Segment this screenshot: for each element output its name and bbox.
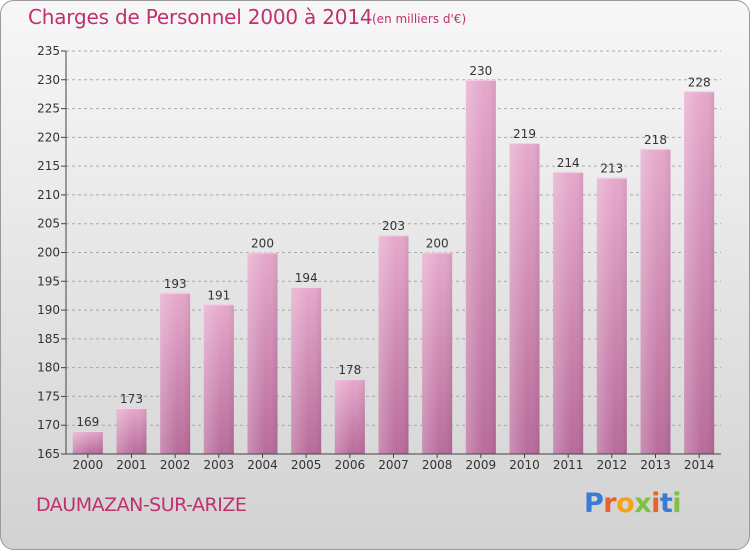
bar-highlight <box>640 148 671 454</box>
bar-highlight <box>378 235 409 454</box>
data-label: 228 <box>688 75 711 89</box>
bar-highlight <box>334 379 365 454</box>
y-tick-label: 165 <box>37 447 60 461</box>
x-tick-label: 2009 <box>466 458 497 472</box>
y-tick-label: 210 <box>37 188 60 202</box>
data-label: 214 <box>557 156 580 170</box>
y-tick-label: 180 <box>37 361 60 375</box>
bar-highlight <box>422 252 453 454</box>
logo-letter: x <box>634 488 652 519</box>
data-label: 230 <box>469 64 492 78</box>
logo-letter: t <box>659 488 673 519</box>
y-tick-label: 170 <box>37 418 60 432</box>
bar-highlight <box>465 79 496 455</box>
commune-name: DAUMAZAN-SUR-ARIZE <box>36 494 247 516</box>
logo-letter: i <box>651 488 660 519</box>
chart-subtitle: (en milliers d'€) <box>372 12 467 26</box>
logo-letter: o <box>616 488 635 519</box>
y-tick-label: 220 <box>37 130 60 144</box>
logo-letter: P <box>584 488 604 519</box>
data-label: 169 <box>76 415 99 429</box>
y-tick-label: 200 <box>37 246 60 260</box>
data-label: 191 <box>207 288 230 302</box>
data-label: 213 <box>600 162 623 176</box>
y-tick-label: 215 <box>37 159 60 173</box>
data-label: 193 <box>164 277 187 291</box>
data-label: 178 <box>338 363 361 377</box>
y-tick-label: 235 <box>37 44 60 58</box>
x-tick-label: 2006 <box>335 458 366 472</box>
x-tick-label: 2010 <box>509 458 540 472</box>
y-tick-label: 195 <box>37 274 60 288</box>
data-label: 200 <box>426 237 449 251</box>
data-label: 218 <box>644 133 667 147</box>
bar-highlight <box>160 292 191 454</box>
proxiti-logo: Proxiti <box>584 488 682 519</box>
data-label: 173 <box>120 392 143 406</box>
bar-highlight <box>553 171 584 454</box>
x-tick-label: 2002 <box>160 458 191 472</box>
data-label: 194 <box>295 271 318 285</box>
bar-highlight <box>116 407 147 454</box>
logo-letter: i <box>672 488 682 519</box>
y-tick-label: 225 <box>37 102 60 116</box>
y-tick-label: 230 <box>37 73 60 87</box>
bar-highlight <box>596 177 627 454</box>
x-tick-label: 2013 <box>640 458 671 472</box>
y-tick-label: 175 <box>37 389 60 403</box>
bar-highlight <box>509 143 540 454</box>
x-tick-label: 2007 <box>378 458 409 472</box>
bar-highlight <box>247 252 278 454</box>
y-tick-label: 205 <box>37 217 60 231</box>
data-label: 203 <box>382 219 405 233</box>
y-tick-label: 190 <box>37 303 60 317</box>
x-tick-label: 2000 <box>73 458 104 472</box>
bar-highlight <box>203 304 234 454</box>
x-tick-label: 2014 <box>684 458 715 472</box>
logo-letter: r <box>603 488 617 519</box>
x-tick-label: 2012 <box>597 458 628 472</box>
y-tick-label: 185 <box>37 332 60 346</box>
chart-title: Charges de Personnel 2000 à 2014 <box>28 5 373 29</box>
x-tick-label: 2003 <box>204 458 235 472</box>
x-tick-label: 2011 <box>553 458 584 472</box>
data-label: 219 <box>513 127 536 141</box>
x-tick-label: 2001 <box>116 458 147 472</box>
x-tick-label: 2005 <box>291 458 322 472</box>
data-label: 200 <box>251 237 274 251</box>
bar-highlight <box>291 287 322 454</box>
bar-highlight <box>72 430 103 454</box>
bar-highlight <box>684 91 715 455</box>
x-tick-label: 2004 <box>247 458 278 472</box>
x-tick-label: 2008 <box>422 458 453 472</box>
